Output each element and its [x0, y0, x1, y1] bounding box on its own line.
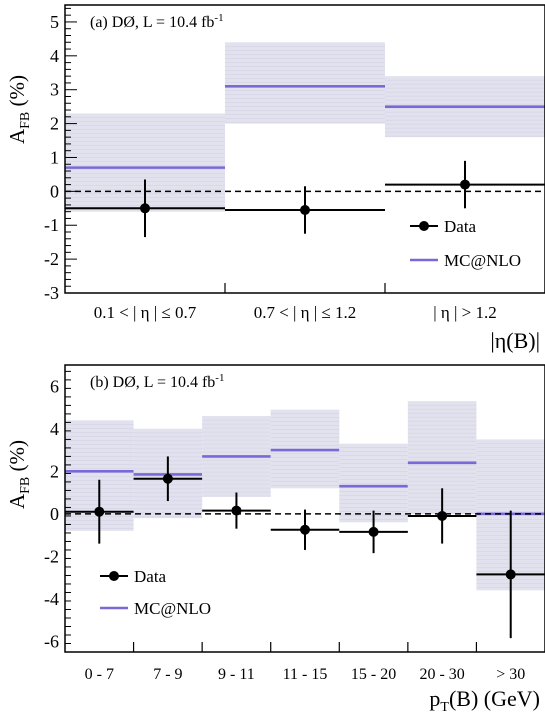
- y-tick-label: -2: [44, 546, 59, 566]
- data-point: [94, 506, 105, 517]
- x-axis-label: |η(B)|: [490, 328, 540, 353]
- plot-frame: [64, 4, 545, 294]
- panel-title: (a) DØ, L = 10.4 fb-1: [90, 12, 224, 31]
- legend-label: Data: [444, 217, 477, 236]
- y-tick-label: -6: [44, 631, 59, 651]
- y-tick-label: 0: [50, 504, 59, 524]
- y-tick-label: 6: [50, 376, 59, 396]
- data-point: [140, 203, 150, 214]
- data-point: [368, 526, 379, 537]
- legend-label: Data: [134, 567, 167, 586]
- y-tick-label: 0: [50, 181, 59, 201]
- x-tick-label: 15 - 20: [351, 666, 396, 683]
- y-tick-label: 2: [50, 461, 59, 481]
- data-point: [460, 179, 470, 190]
- y-tick-label: -3: [44, 283, 59, 303]
- data-point: [437, 510, 448, 521]
- y-tick-label: -1: [44, 215, 59, 235]
- y-tick-label: 5: [50, 12, 59, 32]
- x-tick-label: 7 - 9: [153, 666, 182, 683]
- x-axis-label: pT(B) (GeV): [429, 686, 540, 713]
- x-tick-label: 0 - 7: [85, 666, 114, 683]
- y-tick-label: 1: [50, 147, 59, 167]
- legend-data-marker: [419, 221, 429, 231]
- mc-band: [339, 443, 408, 523]
- y-tick-label: 4: [50, 46, 59, 66]
- data-point: [300, 204, 310, 215]
- legend: Data MC@NLO: [410, 217, 521, 270]
- legend-label: MC@NLO: [134, 599, 211, 618]
- panel-a: 0.1 < | η | ≤ 0.7 0.7 < | η | ≤ 1.2 | η | …: [5, 4, 545, 353]
- legend: Data MC@NLO: [100, 567, 211, 618]
- x-tick-label: 11 - 15: [283, 666, 328, 683]
- y-tick-label: 4: [50, 419, 59, 439]
- x-tick-label: 20 - 30: [419, 666, 464, 683]
- panel-title: (b) DØ, L = 10.4 fb-1: [90, 372, 224, 391]
- x-tick-label: 9 - 11: [218, 666, 255, 683]
- y-tick-label: 3: [50, 80, 59, 100]
- y-tick-label: -2: [44, 249, 59, 269]
- legend-label: MC@NLO: [444, 251, 521, 270]
- data-point: [505, 569, 516, 580]
- legend-data-marker: [109, 571, 119, 581]
- x-tick-label: 0.7 < | η | ≤ 1.2: [254, 303, 357, 322]
- x-tick-label: | η | > 1.2: [433, 303, 497, 322]
- data-point: [231, 505, 242, 516]
- y-tick-label: -4: [44, 589, 59, 609]
- panel-b: 0 - 7 7 - 9 9 - 11 11 - 15 15 - 20 20 - 30 > 3…: [5, 364, 545, 713]
- y-axis-label: AFB (%): [5, 75, 33, 144]
- x-tick-label: 0.1 < | η | ≤ 0.7: [94, 303, 197, 322]
- y-axis-label: AFB (%): [5, 440, 33, 509]
- data-point: [300, 524, 310, 535]
- x-tick-label: > 30: [496, 666, 525, 683]
- data-point: [162, 473, 173, 484]
- plot-frame: [64, 364, 545, 653]
- y-tick-label: 2: [50, 114, 59, 134]
